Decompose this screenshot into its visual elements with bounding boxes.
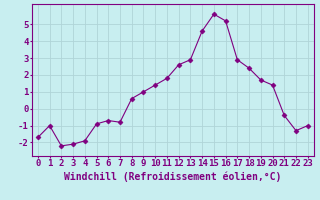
X-axis label: Windchill (Refroidissement éolien,°C): Windchill (Refroidissement éolien,°C) <box>64 171 282 182</box>
